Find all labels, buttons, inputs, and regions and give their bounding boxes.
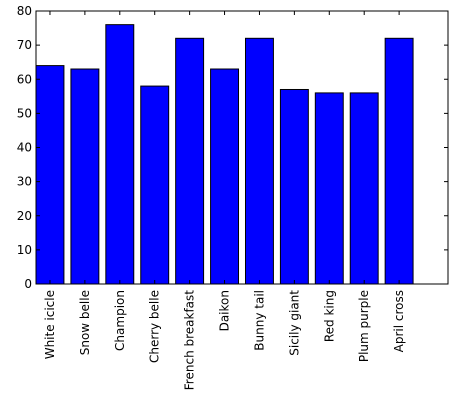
bar-daikon	[210, 68, 240, 285]
x-tick-label: Champion	[113, 290, 127, 351]
x-tick-label: White icicle	[43, 290, 57, 359]
y-tick-label: 70	[17, 38, 32, 52]
x-tick-label: Sicily giant	[287, 290, 301, 356]
bar-white-icicle	[35, 65, 65, 285]
x-tick-label: April cross	[392, 290, 406, 352]
x-tick-label: French breakfast	[183, 290, 197, 391]
y-tick-label: 0	[24, 277, 32, 291]
x-tick-label: Snow belle	[78, 290, 92, 355]
bar-cherry-belle	[140, 85, 170, 285]
x-tick-label: Plum purple	[357, 290, 371, 362]
bar-bunny-tail	[244, 37, 274, 285]
bars-group	[35, 24, 414, 285]
y-axis: 0 10 20 30 40 50 60 70 80	[17, 4, 448, 291]
x-axis: White icicle Snow belle Champion Cherry bel…	[43, 11, 406, 390]
bar-plum-purple	[349, 92, 379, 285]
bar-red-king	[314, 92, 344, 285]
bar-french-breakfast	[175, 37, 205, 285]
x-tick-label: Bunny tail	[252, 290, 266, 351]
plot-frame	[35, 10, 449, 285]
bar-snow-belle	[70, 68, 100, 285]
bar-champion	[105, 24, 135, 285]
y-tick-label: 40	[17, 141, 32, 155]
x-tick-label: Cherry belle	[148, 290, 162, 363]
y-tick-label: 60	[17, 72, 32, 86]
bar-april-cross	[384, 37, 414, 285]
y-tick-label: 10	[17, 243, 32, 257]
x-tick-label: Daikon	[218, 290, 232, 331]
y-tick-label: 80	[17, 4, 32, 18]
y-tick-label: 30	[17, 175, 32, 189]
y-tick-label: 20	[17, 209, 32, 223]
x-tick-label: Red king	[322, 290, 336, 342]
y-tick-label: 50	[17, 106, 32, 120]
bar-sicily-giant	[279, 88, 309, 285]
